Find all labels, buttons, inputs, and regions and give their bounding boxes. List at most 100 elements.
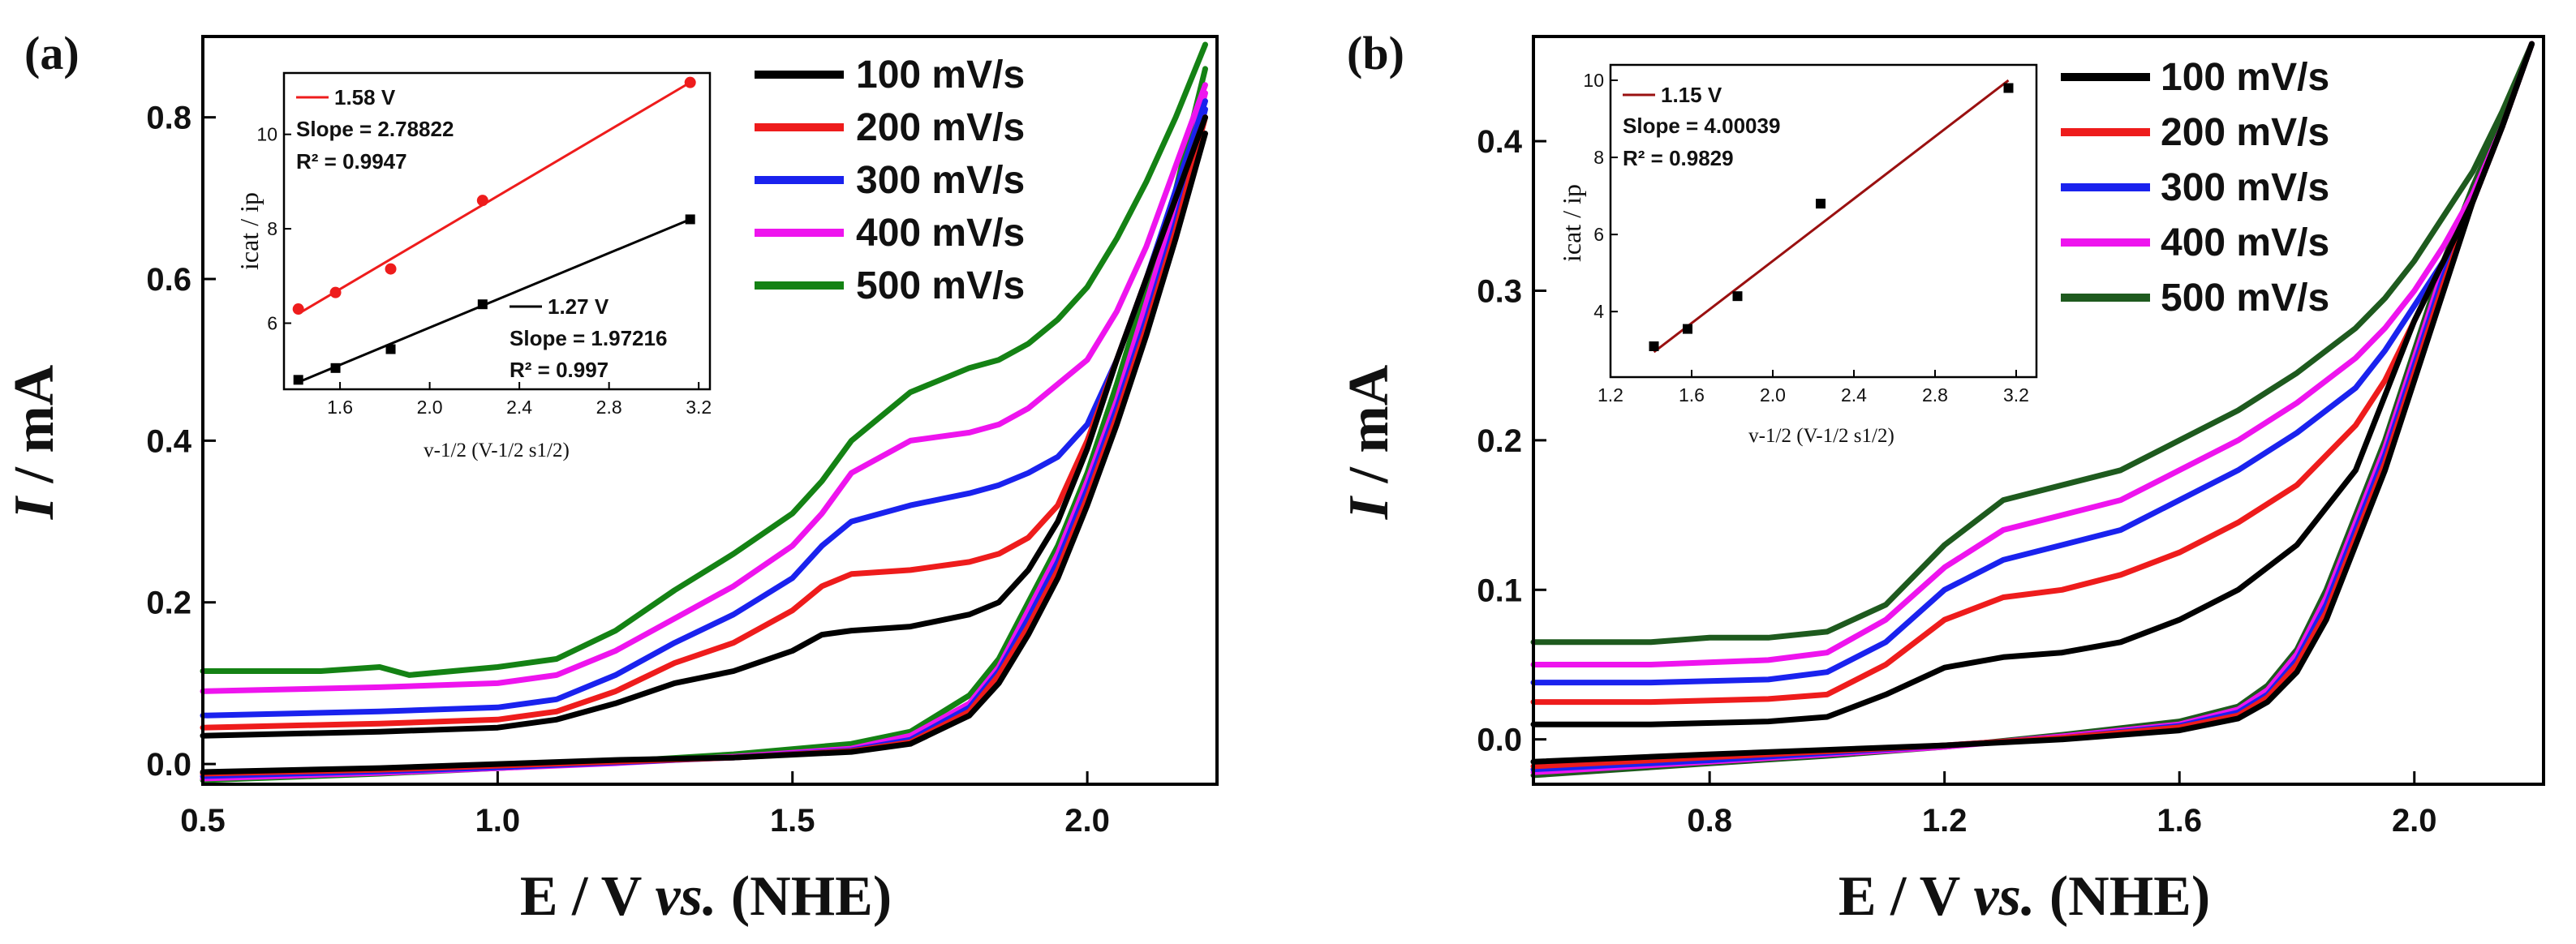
panel-b-label: (b): [1347, 27, 1404, 79]
inset-slope-1.15: Slope = 4.00039: [1623, 114, 1780, 138]
y-tick-label: 0.0: [1477, 723, 1522, 758]
y-tick-label: 0.1: [1477, 573, 1522, 608]
inset-y-tick-label: 6: [1593, 224, 1604, 245]
inset-point-1.58 V: [684, 76, 696, 88]
legend-label-500: 500 mV/s: [856, 264, 1025, 307]
inset-point-1.15 V: [2003, 83, 2014, 93]
inset-slope-1.58: Slope = 2.78822: [296, 117, 454, 141]
inset-point-1.15 V: [1732, 291, 1743, 302]
inset-fit-line-1.27 V: [298, 218, 691, 384]
inset-x-tick-label: 3.2: [2003, 384, 2029, 405]
inset-y-tick-label: 4: [1593, 301, 1604, 322]
panel-b-x-axis-title: E / V vs. (NHE): [1838, 865, 2210, 928]
inset-point-1.27 V: [385, 344, 396, 354]
panel-a-y-axis-title: I / mA: [3, 364, 66, 520]
inset-fit-line-1.15 V: [1653, 79, 2010, 354]
cv-curve-100-forward: [1530, 41, 2535, 727]
inset-y-tick-label: 8: [1593, 147, 1604, 168]
inset-fit-line-1.58 V: [297, 81, 691, 315]
legend-label-400: 400 mV/s: [856, 212, 1025, 255]
cv-curve-100-reverse: [200, 131, 1208, 775]
inset-x-tick-label: 1.6: [327, 397, 353, 418]
inset-x-tick-label: 2.0: [1760, 384, 1786, 405]
panel-a-x-axis-title: E / V vs. (NHE): [520, 865, 892, 928]
panel-b-inset-ticks: 1.2 1.6 2.0 2.4 2.8 3.2 4 6 8 10: [1583, 70, 2029, 405]
cv-curve-500-forward: [1530, 41, 2535, 646]
panel-a-inset-ticks: 1.6 2.0 2.4 2.8 3.2 6 8 10: [256, 124, 712, 418]
panel-b-curves: [1530, 41, 2535, 779]
inset-x-tick-label: 2.0: [417, 397, 443, 418]
inset-label-1.27: 1.27 V: [548, 294, 609, 319]
cv-curve-400-forward: [200, 82, 1208, 694]
panel-b-inset-series: [1649, 79, 2014, 354]
x-tick-label: 1.6: [2157, 803, 2202, 839]
panel-a: (a) I / mA E / V vs. (NHE) 0.00.20.40.60…: [3, 27, 1219, 928]
cv-curve-100-reverse: [1530, 41, 2535, 765]
inset-y-tick-label: 10: [256, 124, 277, 145]
x-tick-label: 1.0: [475, 803, 521, 839]
legend-label-200: 200 mV/s: [2161, 111, 2329, 154]
panel-b-inset: 1.2 1.6 2.0 2.4 2.8 3.2 4 6 8 10 1.15 V Slope = 4…: [1557, 63, 2038, 447]
legend-label-200: 200 mV/s: [856, 106, 1025, 149]
inset-x-tick-label: 2.8: [1922, 384, 1948, 405]
inset-point-1.27 V: [330, 363, 341, 373]
inset-point-1.15 V: [1816, 199, 1826, 209]
inset-label-1.58: 1.58 V: [334, 85, 396, 109]
panel-b-x-ticks: 0.8 1.2 1.6 2.0: [1687, 771, 2437, 839]
panel-a-inset: 1.6 2.0 2.4 2.8 3.2 6 8 10 1.58 V Slope = 2.788…: [234, 71, 712, 461]
y-tick-label: 0.3: [1477, 273, 1522, 309]
legend-label-100: 100 mV/s: [856, 54, 1025, 97]
inset-y-tick-label: 8: [267, 218, 277, 239]
panel-a-plot-frame: [201, 35, 1219, 786]
legend-label-400: 400 mV/s: [2161, 221, 2329, 264]
inset-x-tick-label: 3.2: [686, 397, 712, 418]
y-tick-label: 0.2: [146, 586, 191, 621]
cv-curve-500-forward: [200, 41, 1208, 678]
panel-b-inset-x-title: v-1/2 (V-1/2 s1/2): [1748, 425, 1894, 447]
inset-y-tick-label: 10: [1583, 70, 1604, 91]
inset-point-1.27 V: [685, 214, 695, 225]
inset-r2-1.15: R² = 0.9829: [1623, 146, 1734, 170]
y-tick-label: 0.6: [146, 262, 191, 298]
panel-a-inset-frame: [282, 71, 712, 391]
x-tick-label: 2.0: [2392, 803, 2437, 839]
cv-curve-400-forward: [1530, 41, 2535, 667]
panel-a-legend: 100 mV/s 200 mV/s 300 mV/s 400 mV/s 500 …: [755, 54, 1025, 307]
panel-a-inset-x-title: v-1/2 (V-1/2 s1/2): [424, 440, 570, 461]
x-tick-label: 2.0: [1064, 803, 1110, 839]
y-tick-label: 0.4: [1477, 124, 1522, 160]
panel-b: (b) I / mA E / V vs. (NHE) 0.00.10.20.30…: [1338, 27, 2545, 928]
inset-x-tick-label: 1.2: [1598, 384, 1623, 405]
x-tick-label: 1.2: [1922, 803, 1967, 839]
inset-point-1.58 V: [292, 303, 304, 315]
inset-point-1.58 V: [385, 263, 397, 275]
panel-b-legend: 100 mV/s 200 mV/s 300 mV/s 400 mV/s 500 …: [2061, 56, 2329, 320]
inset-point-1.58 V: [329, 286, 342, 298]
legend-label-300: 300 mV/s: [2161, 166, 2329, 209]
inset-x-tick-label: 2.4: [506, 397, 532, 418]
inset-point-1.27 V: [293, 375, 303, 385]
inset-point-1.58 V: [476, 195, 488, 207]
inset-label-1.15: 1.15 V: [1661, 83, 1722, 107]
inset-r2-1.58: R² = 0.9947: [296, 149, 407, 174]
panel-a-label: (a): [24, 27, 80, 79]
y-tick-label: 0.2: [1477, 423, 1522, 459]
y-tick-label: 0.4: [146, 423, 191, 459]
inset-x-tick-label: 2.8: [596, 397, 622, 418]
x-tick-label: 1.5: [770, 803, 815, 839]
cv-curve-100-forward: [200, 114, 1208, 739]
y-tick-label: 0.0: [146, 747, 191, 783]
x-tick-label: 0.5: [180, 803, 226, 839]
panel-b-plot-frame: [1532, 35, 2545, 786]
legend-label-100: 100 mV/s: [2161, 56, 2329, 99]
x-tick-label: 0.8: [1687, 803, 1732, 839]
inset-r2-1.27: R² = 0.997: [510, 358, 609, 382]
panel-b-y-ticks: 0.0 0.1 0.2 0.3 0.4: [1477, 124, 1546, 758]
panel-b-y-axis-title: I / mA: [1338, 364, 1400, 520]
panel-a-x-ticks: 0.5 1.0 1.5 2.0: [180, 771, 1110, 839]
y-tick-label: 0.8: [146, 101, 191, 136]
panel-a-y-ticks: 0.0 0.2 0.4 0.6 0.8: [146, 101, 216, 783]
inset-point-1.27 V: [477, 299, 488, 310]
inset-slope-1.27: Slope = 1.97216: [510, 326, 667, 350]
